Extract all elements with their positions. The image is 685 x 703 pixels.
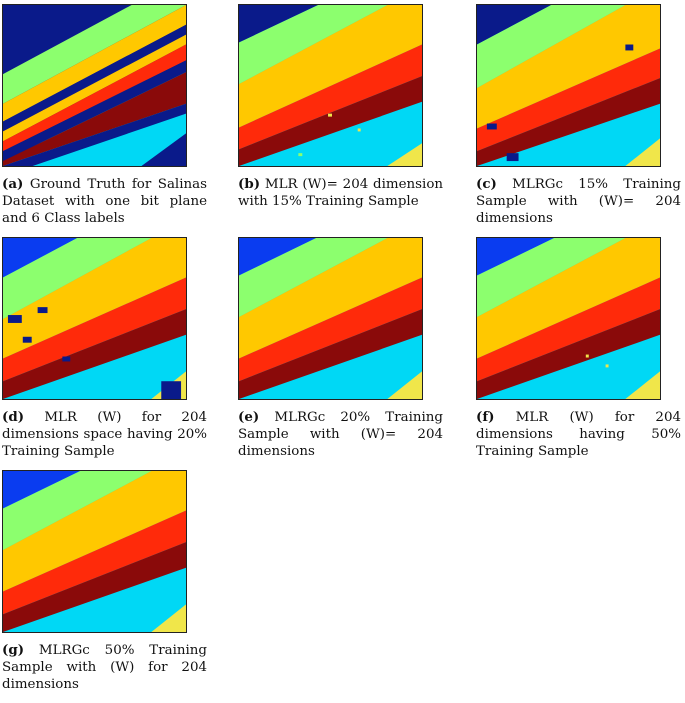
mlrgc-20-percent-map [238,237,423,400]
figure-caption-g: (g) MLRGc 50% Training Sample with (W) f… [2,642,207,692]
figure-caption-c: (c) MLRGc 15% Training Sample with (W)= … [476,176,681,226]
figure-caption-f: (f) MLR (W) for 204 dimensions having 50… [476,409,681,459]
mlrgc-15-percent-map [476,4,661,167]
mlr-15-percent-map [238,4,423,167]
figure-caption-a: (a) Ground Truth for Salinas Dataset wit… [2,176,207,226]
mlr-50-percent-map [476,237,661,400]
mlr-20-percent-map [2,237,187,400]
figure-caption-b: (b) MLR (W)= 204 dimension with 15% Trai… [238,176,443,209]
ground-truth-map [2,4,187,167]
mlrgc-50-percent-map [2,470,187,633]
figure-caption-d: (d) MLR (W) for 204 dimensions space hav… [2,409,207,459]
figure-caption-e: (e) MLRGc 20% Training Sample with (W)= … [238,409,443,459]
